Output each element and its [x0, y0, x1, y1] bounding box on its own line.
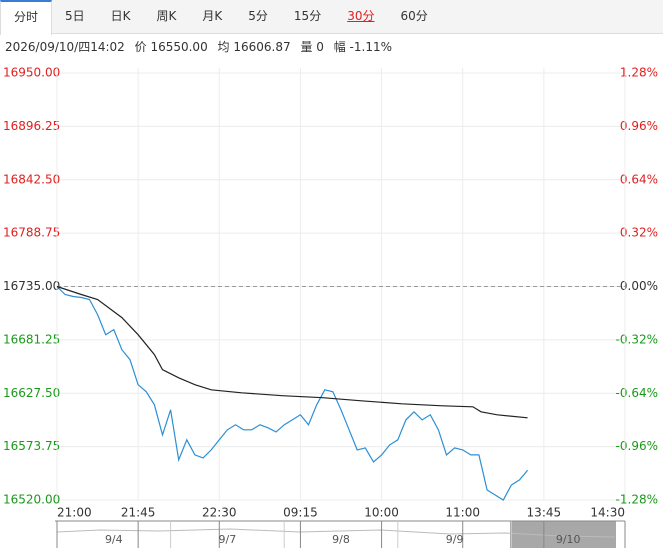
y-tick-label: 16520.00: [3, 493, 60, 507]
tab[interactable]: 分时: [0, 0, 53, 35]
y-tick-label: 16735.00: [3, 279, 60, 293]
price-line: [56, 286, 529, 501]
navigator-label: 9/4: [105, 533, 123, 546]
navigator-label: 9/7: [219, 533, 237, 546]
y-tick-label: 16627.50: [3, 386, 60, 400]
tab[interactable]: 周K: [156, 9, 177, 23]
tab[interactable]: 30分: [347, 9, 375, 23]
x-tick-label: 22:30: [202, 506, 237, 520]
tab-bar: 分时 5日 日K 周K 月K 5分 15分 30分 60分: [0, 0, 663, 35]
x-tick-label: 21:45: [121, 506, 156, 520]
y2-tick-label: 0.64%: [620, 172, 658, 186]
navigator-line: [56, 528, 616, 538]
tab[interactable]: 5分: [248, 9, 268, 23]
change: 幅 -1.11%: [333, 40, 392, 54]
y2-tick-label: 1.28%: [620, 66, 658, 80]
y2-tick-label: -0.64%: [616, 386, 658, 400]
navigator-label: 9/10: [556, 533, 581, 546]
y2-tick-label: 0.96%: [620, 119, 658, 133]
y2-tick-label: -0.96%: [616, 439, 658, 453]
y-tick-label: 16842.50: [3, 172, 60, 186]
tab[interactable]: 日K: [110, 9, 131, 23]
y-tick-label: 16681.25: [3, 332, 60, 346]
tab[interactable]: 15分: [293, 9, 322, 23]
y-tick-label: 16788.75: [3, 226, 60, 240]
y-tick-label: 16950.00: [3, 66, 60, 80]
x-tick-label: 13:45: [527, 506, 562, 520]
datetime: 2026/09/10/四14:02: [5, 40, 125, 54]
y-tick-label: 16573.75: [3, 439, 60, 453]
x-tick-label: 11:00: [445, 506, 480, 520]
x-tick-label: 21:00: [57, 506, 92, 520]
tab[interactable]: 5日: [65, 9, 85, 23]
price-line: [56, 285, 528, 419]
y2-tick-label: 0.32%: [620, 226, 658, 240]
x-tick-label: 09:15: [283, 506, 318, 520]
navigator-label: 9/9: [446, 533, 464, 546]
y-tick-label: 16896.25: [3, 119, 60, 133]
x-tick-label: 14:30: [590, 506, 625, 520]
y2-tick-label: -0.32%: [616, 332, 658, 346]
tab[interactable]: 月K: [202, 9, 223, 23]
tab[interactable]: 60分: [400, 9, 428, 23]
average: 均 16606.87: [217, 40, 291, 54]
y2-tick-label: 0.00%: [620, 279, 658, 293]
x-tick-label: 10:00: [364, 506, 399, 520]
y2-tick-label: -1.28%: [616, 493, 658, 507]
price: 价 16550.00: [134, 40, 208, 54]
quote-info: 2026/09/10/四14:02 价 16550.00 均 16606.87 …: [5, 38, 398, 55]
volume: 量 0: [300, 40, 324, 54]
navigator-label: 9/8: [332, 533, 350, 546]
